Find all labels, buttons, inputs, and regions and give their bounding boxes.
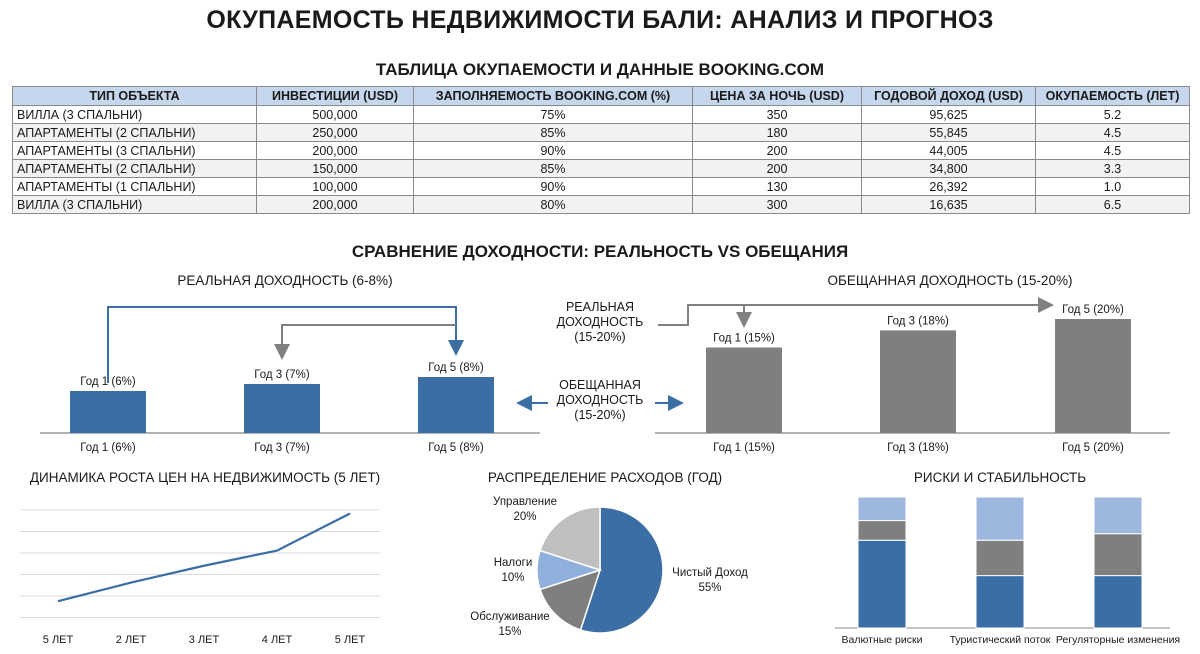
table-cell: 300 [692, 195, 862, 214]
table-cell: 85% [413, 123, 693, 142]
tick-label: 4 ЛЕТ [262, 634, 293, 646]
table-title: ТАБЛИЦА ОКУПАЕМОСТИ И ДАННЫЕ BOOKING.COM [375, 60, 825, 79]
table-cell: 4.5 [1035, 123, 1190, 142]
data-label: Год 3 (7%) [254, 369, 310, 381]
table-row: ВИЛЛА (3 СПАЛЬНИ) 500,000 75% 350 95,625… [12, 105, 1190, 124]
stacked-segment [857, 539, 907, 629]
bar [70, 391, 146, 433]
data-label: Год 1 (15%) [713, 333, 775, 345]
bar [880, 330, 956, 433]
stacked-segment [1093, 575, 1143, 629]
table-cell: 250,000 [256, 123, 414, 142]
data-label: Год 3 (18%) [887, 315, 949, 327]
roi-table: ТИП ОБЪЕКТА ИНВЕСТИЦИИ (USD) ЗАПОЛНЯЕМОС… [12, 86, 1190, 214]
price-growth-line-chart: 5 ЛЕТ 2 ЛЕТ 3 ЛЕТ 4 ЛЕТ 5 ЛЕТ [20, 509, 380, 646]
promised-yield-chart-title: ОБЕЩАННАЯ ДОХОДНОСТЬ (15-20%) [827, 273, 1073, 288]
tick-label: Год 5 (20%) [1062, 442, 1124, 454]
pie-slice [579, 506, 664, 634]
bar [418, 377, 494, 433]
mid-label-real: РЕАЛЬНАЯ ДОХОДНОСТЬ (15-20%) [556, 300, 644, 344]
comparison-title: СРАВНЕНИЕ ДОХОДНОСТИ: РЕАЛЬНОСТЬ VS ОБЕЩ… [351, 242, 849, 261]
stacked-segment [975, 575, 1025, 629]
table-cell: ВИЛЛА (3 СПАЛЬНИ) [12, 195, 257, 214]
risk-stacked-bars: Валютные риски Туристический поток Регулят… [835, 496, 1180, 646]
bar [1055, 319, 1131, 433]
real-yield-bars: Год 1 (6%)Год 1 (6%)Год 3 (7%)Год 3 (7%)… [40, 362, 540, 454]
tick-label: Год 3 (18%) [887, 442, 949, 454]
pie-label-maintenance: Обслуживание 15% [470, 611, 550, 638]
risk-chart-title: РИСКИ И СТАБИЛЬНОСТЬ [913, 470, 1087, 485]
tick-label: Год 3 (7%) [254, 442, 310, 454]
promised-yield-bars: Год 1 (15%) Год 1 (15%) Год 3 (18%) Год 3 (… [655, 304, 1170, 454]
stacked-segment [975, 496, 1025, 541]
stacked-segment [857, 496, 907, 522]
table-cell: 150,000 [256, 159, 414, 178]
tick-label: Год 5 (8%) [428, 442, 484, 454]
price-line [57, 512, 351, 603]
tick-label: 2 ЛЕТ [116, 634, 147, 646]
table-cell: 85% [413, 159, 693, 178]
tick-label: Регуляторные изменения [1056, 634, 1180, 646]
tick-label: Туристический поток [950, 634, 1051, 646]
mid-label-promised: ОБЕЩАННАЯ ДОХОДНОСТЬ (15-20%) [556, 378, 644, 422]
bar [244, 384, 320, 433]
bar [706, 347, 782, 433]
stacked-segment [857, 520, 907, 541]
column-header: ТИП ОБЪЕКТА [12, 86, 257, 106]
stacked-segment [975, 539, 1025, 577]
table-cell: ВИЛЛА (3 СПАЛЬНИ) [12, 105, 257, 124]
arrow-promised-top [658, 297, 1054, 326]
price-growth-chart-title: ДИНАМИКА РОСТА ЦЕН НА НЕДВИЖИМОСТЬ (5 ЛЕ… [29, 470, 381, 485]
table-row: ВИЛЛА (3 СПАЛЬНИ) 200,000 80% 300 16,635… [12, 195, 1190, 214]
arrow-gray-connector [274, 324, 456, 360]
column-header: ЗАПОЛНЯЕМОСТЬ BOOKING.COM (%) [413, 86, 693, 106]
table-cell: 80% [413, 195, 693, 214]
table-row: АПАРТАМЕНТЫ (2 СПАЛЬНИ) 250,000 85% 180 … [12, 123, 1190, 142]
table-cell: 200,000 [256, 195, 414, 214]
tick-label: 3 ЛЕТ [189, 634, 220, 646]
page-title: ОКУПАЕМОСТЬ НЕДВИЖИМОСТИ БАЛИ: АНАЛИЗ И … [206, 6, 994, 34]
pie-slice [539, 506, 601, 572]
data-label: Год 5 (8%) [428, 362, 484, 374]
tick-label: Валютные риски [842, 634, 923, 646]
table-row: АПАРТАМЕНТЫ (2 СПАЛЬНИ) 150,000 85% 200 … [12, 159, 1190, 178]
pie-label-management: Управление 20% [493, 496, 557, 523]
tick-label: Год 1 (15%) [713, 442, 775, 454]
stacked-segment [1093, 533, 1143, 577]
pie-label-net-income: Чистый Доход 55% [672, 567, 748, 594]
table-cell: АПАРТАМЕНТЫ (2 СПАЛЬНИ) [12, 159, 257, 178]
table-cell: 55,845 [861, 123, 1036, 142]
arrow-real-connector [107, 306, 464, 383]
real-yield-chart-title: РЕАЛЬНАЯ ДОХОДНОСТЬ (6-8%) [177, 273, 393, 288]
pie-label-taxes: Налоги 10% [493, 557, 533, 584]
expense-pie-chart [536, 506, 664, 634]
table-cell: АПАРТАМЕНТЫ (2 СПАЛЬНИ) [12, 123, 257, 142]
tick-label: 5 ЛЕТ [43, 634, 74, 646]
data-label: Год 5 (20%) [1062, 304, 1124, 316]
table-row: АПАРТАМЕНТЫ (1 СПАЛЬНИ) 100,000 90% 130 … [12, 177, 1190, 196]
table-cell: 26,392 [861, 177, 1036, 196]
column-header: ГОДОВОЙ ДОХОД (USD) [861, 86, 1036, 106]
connector-arrows [107, 297, 1054, 411]
table-cell: 16,635 [861, 195, 1036, 214]
table-cell: 95,625 [861, 105, 1036, 124]
tick-label: 5 ЛЕТ [335, 634, 366, 646]
table-cell: 6.5 [1035, 195, 1190, 214]
expense-chart-title: РАСПРЕДЕЛЕНИЕ РАСХОДОВ (ГОД) [487, 470, 723, 485]
table-cell: 200,000 [256, 141, 414, 160]
tick-label: Год 1 (6%) [80, 442, 136, 454]
stacked-segment [1093, 496, 1143, 535]
